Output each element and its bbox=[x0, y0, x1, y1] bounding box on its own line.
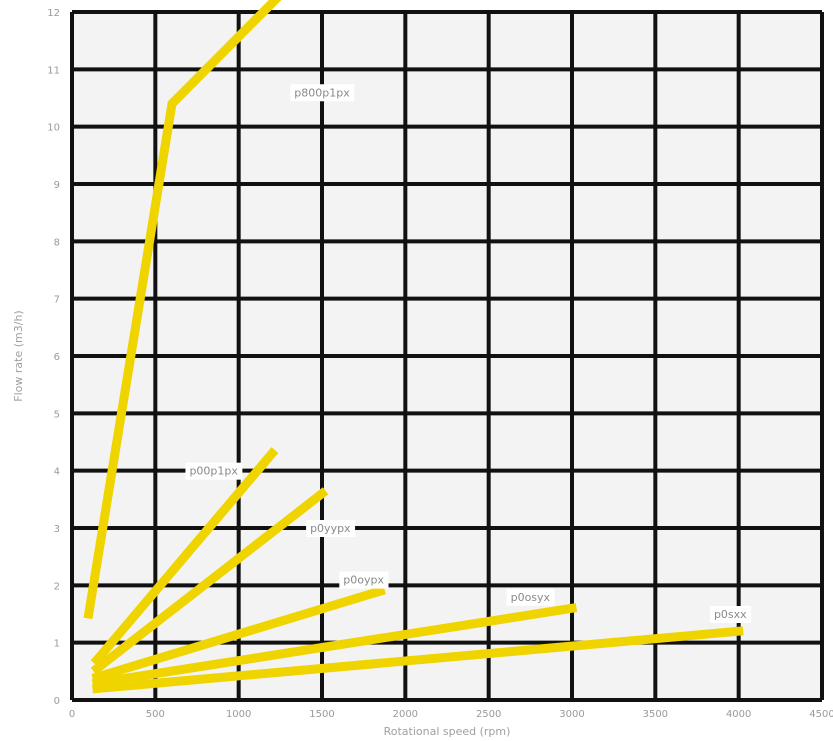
series-label-text-5: p0sxx bbox=[714, 608, 747, 621]
y-tick-label-6: 6 bbox=[54, 352, 60, 363]
series-label-text-3: p0oypx bbox=[343, 574, 384, 587]
series-label-text-1: p00p1px bbox=[189, 465, 238, 478]
y-tick-label-1: 1 bbox=[54, 639, 60, 650]
series-label-bg-3 bbox=[339, 571, 389, 589]
series-labels: p800p1px p00p1px p0yypx p0oypx p0osyx p0sxx bbox=[185, 84, 752, 623]
x-tick-label-1: 500 bbox=[146, 709, 165, 720]
y-tick-label-10: 10 bbox=[47, 123, 60, 134]
x-tick-label-0: 0 bbox=[69, 709, 75, 720]
grid bbox=[70, 10, 824, 702]
series-line-4 bbox=[91, 603, 578, 688]
series-lines bbox=[83, 0, 744, 694]
series-label-5: p0sxx bbox=[709, 606, 752, 623]
x-tick-label-3: 1500 bbox=[309, 709, 334, 720]
y-tick-label-0: 0 bbox=[54, 696, 60, 707]
series-label-3: p0oypx bbox=[339, 571, 389, 589]
x-tick-label-9: 4500 bbox=[809, 709, 833, 720]
x-tick-label-2: 1000 bbox=[226, 709, 251, 720]
series-label-0: p800p1px bbox=[290, 84, 355, 102]
series-label-bg-5 bbox=[709, 606, 752, 623]
y-tick-label-12: 12 bbox=[47, 8, 60, 19]
series-label-bg-0 bbox=[290, 84, 355, 102]
series-label-1: p00p1px bbox=[185, 462, 243, 480]
x-tick-label-6: 3000 bbox=[559, 709, 584, 720]
y-axis-title: Flow rate (m3/h) bbox=[12, 310, 25, 401]
series-label-text-0: p800p1px bbox=[294, 86, 350, 99]
y-tick-label-2: 2 bbox=[54, 581, 60, 592]
series-line-5 bbox=[92, 626, 744, 694]
series-label-bg-1 bbox=[185, 462, 243, 480]
y-tick-label-9: 9 bbox=[54, 180, 60, 191]
series-line-3 bbox=[91, 585, 386, 683]
series-label-4: p0osyx bbox=[506, 588, 555, 606]
series-label-text-4: p0osyx bbox=[511, 591, 551, 604]
y-tick-label-5: 5 bbox=[54, 409, 60, 420]
x-axis-title: Rotational speed (rpm) bbox=[384, 725, 511, 738]
series-label-2: p0yypx bbox=[306, 520, 356, 537]
y-tick-label-3: 3 bbox=[54, 524, 60, 535]
series-label-text-2: p0yypx bbox=[310, 522, 351, 535]
x-tick-label-4: 2000 bbox=[393, 709, 418, 720]
y-tick-label-8: 8 bbox=[54, 237, 60, 248]
y-tick-label-11: 11 bbox=[47, 65, 60, 76]
y-tick-label-7: 7 bbox=[54, 295, 60, 306]
tick-labels: 0 500 1000 1500 2000 2500 3000 3500 4000 45000123… bbox=[47, 8, 833, 720]
y-tick-label-4: 4 bbox=[54, 467, 60, 478]
x-tick-label-8: 4000 bbox=[726, 709, 751, 720]
series-line-0 bbox=[83, 0, 282, 620]
series-line-1 bbox=[90, 447, 279, 667]
series-label-bg-2 bbox=[306, 520, 356, 537]
series-line-2 bbox=[90, 487, 329, 675]
series-label-bg-4 bbox=[506, 588, 555, 606]
x-tick-label-5: 2500 bbox=[476, 709, 501, 720]
x-tick-label-7: 3500 bbox=[643, 709, 668, 720]
